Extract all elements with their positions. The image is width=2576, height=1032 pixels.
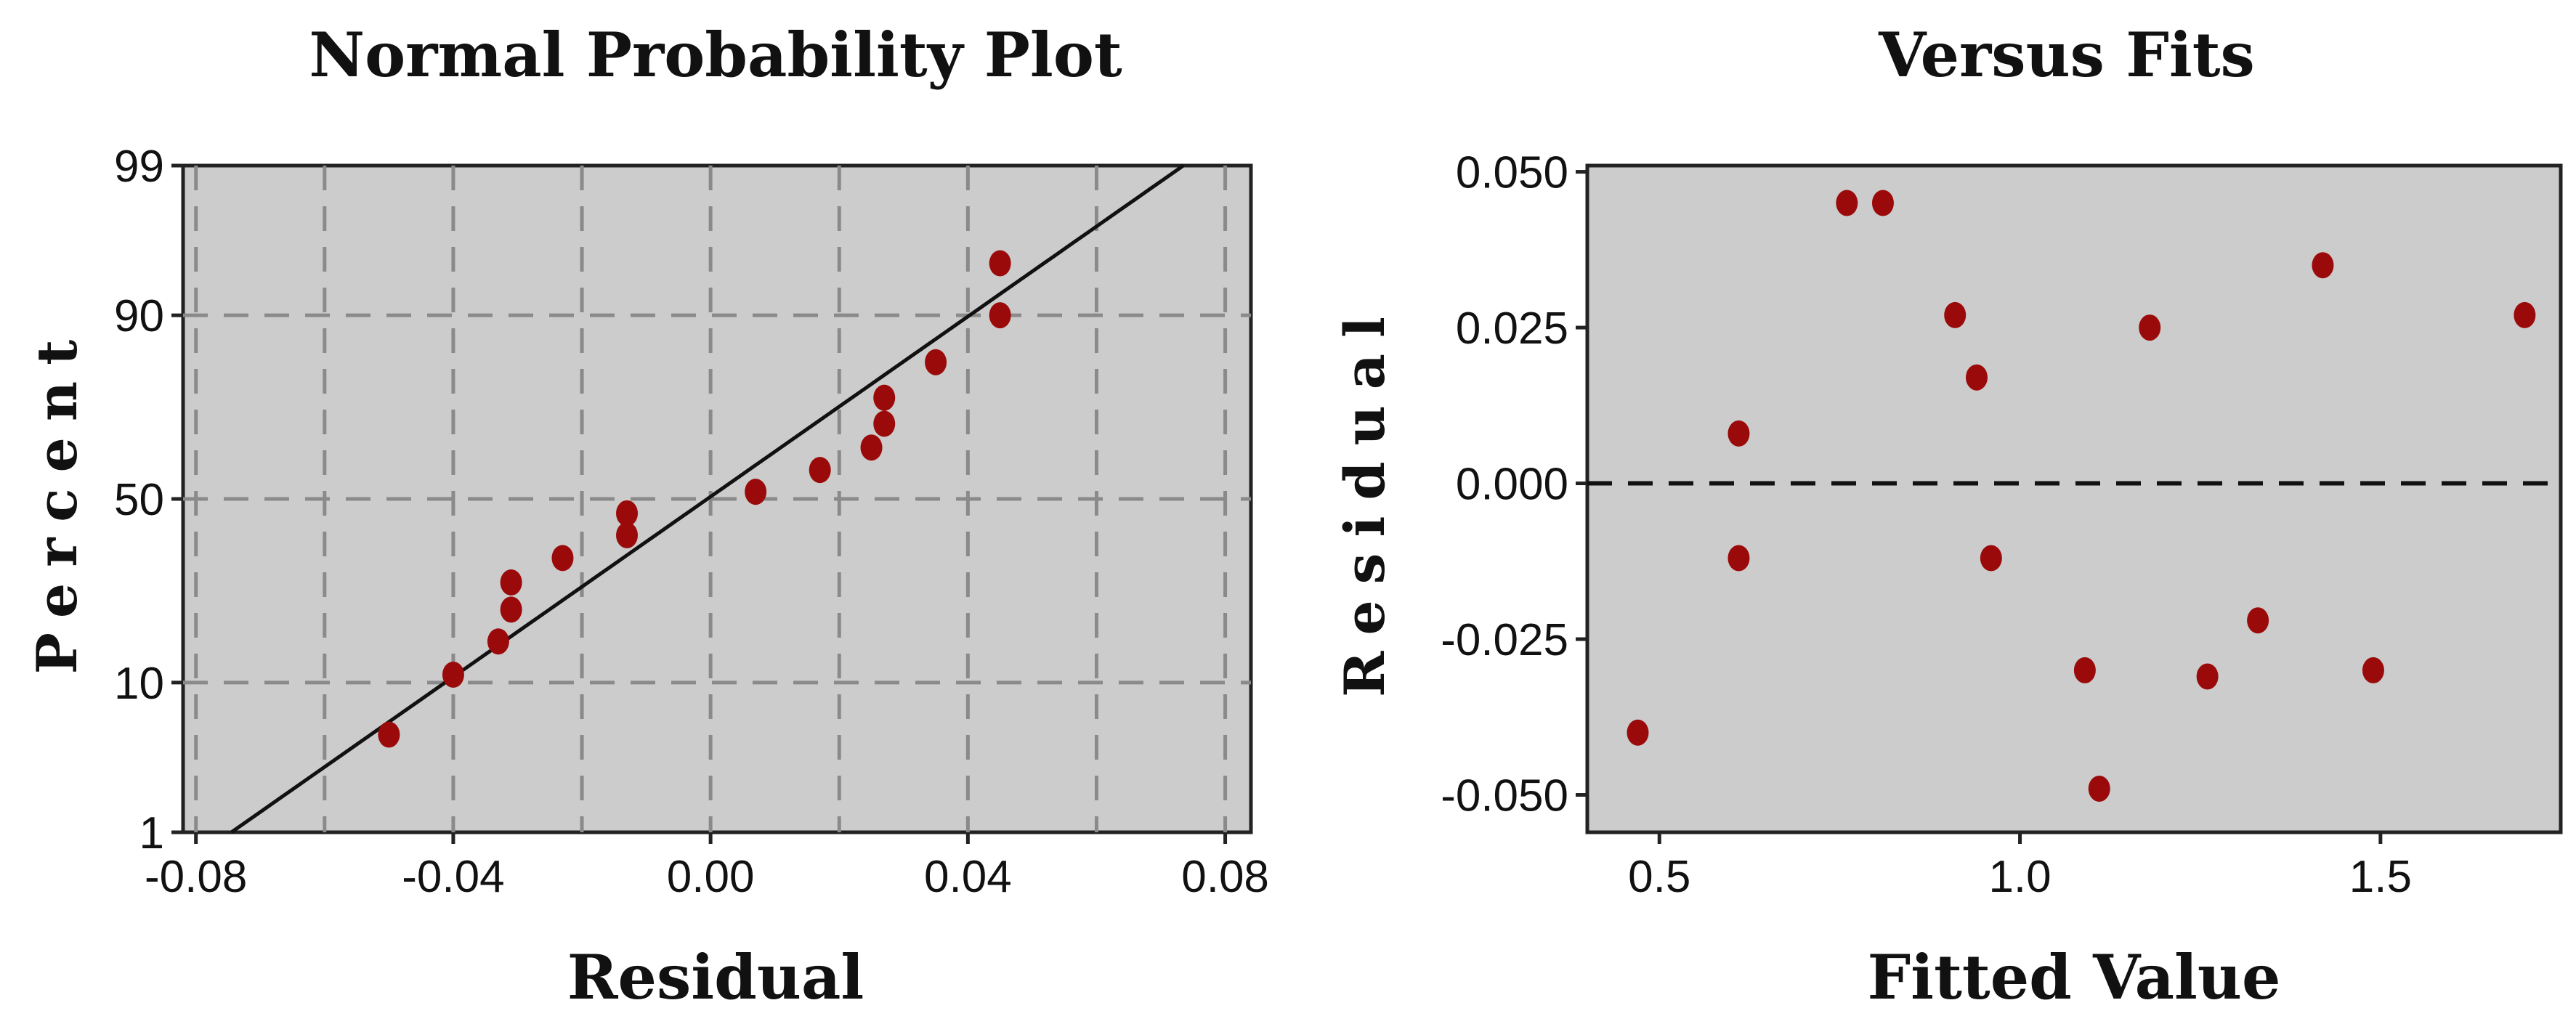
- x-tick-label: 0.08: [1181, 852, 1269, 902]
- x-tick-label: 1.5: [2349, 852, 2412, 902]
- y-axis-label: Percent: [25, 324, 89, 675]
- chart-title: Versus Fits: [1878, 19, 2255, 91]
- data-point: [2088, 775, 2110, 802]
- y-tick-label: 0.050: [1456, 148, 1568, 198]
- grid-lines: [183, 166, 1251, 832]
- data-point: [1966, 364, 1988, 391]
- data-point: [1944, 301, 1967, 328]
- x-axis-ticks: -0.08 -0.04 0.00 0.04 0.08: [145, 832, 1269, 902]
- data-point: [500, 596, 522, 623]
- data-point: [2196, 663, 2219, 690]
- data-point: [925, 349, 947, 375]
- data-points: [1627, 190, 2536, 802]
- data-point: [378, 721, 400, 748]
- data-point: [860, 434, 883, 461]
- data-point: [551, 545, 574, 572]
- data-point: [2073, 657, 2096, 683]
- y-axis-ticks: -0.050 -0.025 0.000 0.025 0.050: [1441, 148, 1587, 821]
- data-point: [500, 569, 522, 596]
- data-point: [989, 302, 1011, 329]
- data-point: [2312, 252, 2334, 279]
- data-point: [1728, 420, 1750, 447]
- data-point: [989, 250, 1011, 277]
- x-tick-label: 0.00: [667, 852, 755, 902]
- y-tick-label: 0.000: [1456, 460, 1568, 510]
- data-point: [616, 500, 639, 527]
- versus-fits-plot: Versus Fits 0.5 1.0 1.5 -0.050 -0.025 0.000 0…: [1332, 19, 2563, 1013]
- y-tick-label: 10: [114, 659, 164, 709]
- data-point: [1980, 545, 2002, 572]
- y-tick-label: -0.050: [1441, 771, 1568, 821]
- data-point: [873, 410, 896, 437]
- data-point: [745, 479, 767, 505]
- x-tick-label: 0.04: [924, 852, 1012, 902]
- data-point: [442, 662, 464, 688]
- data-point: [2247, 607, 2269, 634]
- y-tick-label: 1: [139, 808, 164, 858]
- x-tick-label: 1.0: [1988, 852, 2051, 902]
- data-point: [809, 457, 831, 484]
- data-point: [1871, 190, 1894, 216]
- x-axis-label: Fitted Value: [1868, 941, 2281, 1013]
- data-point: [1627, 719, 1649, 746]
- x-axis-label: Residual: [567, 941, 864, 1013]
- y-tick-label: 50: [114, 475, 164, 525]
- y-tick-label: 99: [114, 142, 164, 192]
- normal-probability-plot: Normal Probability Plot -0.08 -0.04 0.00 0.…: [25, 19, 1269, 1013]
- fit-line: [230, 163, 1185, 834]
- data-point: [873, 384, 896, 411]
- y-axis-label: Residual: [1332, 301, 1397, 697]
- data-point: [616, 521, 639, 548]
- data-point: [487, 628, 509, 655]
- data-point: [2362, 657, 2384, 683]
- chart-title: Normal Probability Plot: [309, 19, 1122, 91]
- y-tick-label: 90: [114, 291, 164, 341]
- x-tick-label: -0.08: [145, 852, 247, 902]
- data-point: [1728, 545, 1750, 572]
- y-axis-ticks: 1 10 50 90 99: [114, 142, 183, 858]
- x-tick-label: -0.04: [402, 852, 504, 902]
- y-tick-label: 0.025: [1456, 304, 1568, 354]
- data-point: [1836, 190, 1858, 216]
- data-point: [2514, 301, 2536, 328]
- y-tick-label: -0.025: [1441, 615, 1568, 665]
- data-point: [2139, 314, 2161, 341]
- x-tick-label: 0.5: [1628, 852, 1690, 902]
- plot-area: [1585, 163, 2563, 834]
- data-points: [378, 250, 1011, 748]
- x-axis-ticks: 0.5 1.0 1.5: [1628, 832, 2412, 902]
